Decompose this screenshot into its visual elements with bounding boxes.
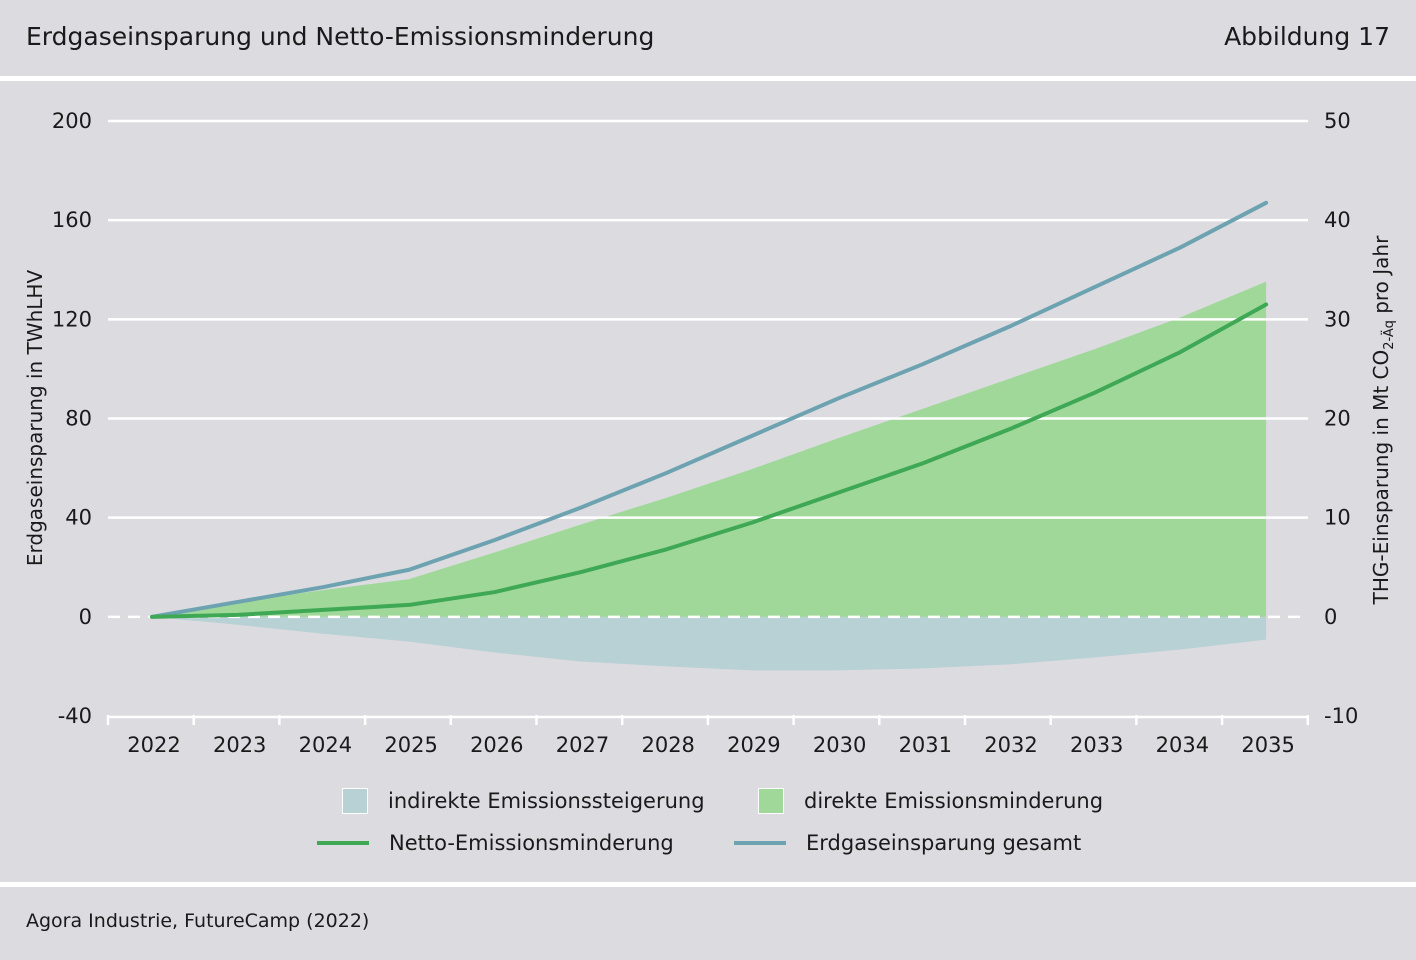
lines-layer xyxy=(150,200,1269,619)
source-note: Agora Industrie, FutureCamp (2022) xyxy=(26,910,370,932)
y-tick-label: 40 xyxy=(65,506,92,530)
legend-label-net: Netto-Emissionsminderung xyxy=(389,831,674,855)
legend-item-total: Erdgaseinsparung gesamt xyxy=(734,831,1081,855)
x-tick-label: 2029 xyxy=(727,733,780,757)
x-tick-label: 2031 xyxy=(899,733,952,757)
line-erdgaseinsparung-gesamt xyxy=(150,200,1269,619)
figure-number: Abbildung 17 xyxy=(1224,22,1390,51)
legend-label-total: Erdgaseinsparung gesamt xyxy=(806,831,1082,855)
legend: indirekte Emissionssteigerung direkte Em… xyxy=(0,784,1416,864)
y2-tick-label: 20 xyxy=(1324,407,1351,431)
y2-axis-label-rest: pro Jahr xyxy=(1369,235,1393,320)
legend-swatch-direct xyxy=(758,788,784,814)
y2-tick-label: 10 xyxy=(1324,506,1351,530)
legend-item-indirect: indirekte Emissionssteigerung xyxy=(342,788,705,814)
x-tick-label: 2023 xyxy=(213,733,266,757)
x-tick-label: 2027 xyxy=(556,733,609,757)
legend-item-net: Netto-Emissionsminderung xyxy=(317,831,674,855)
legend-item-direct: direkte Emissionsminderung xyxy=(758,788,1103,814)
x-tick-label: 2028 xyxy=(641,733,694,757)
y-tick-label: 80 xyxy=(65,407,92,431)
y2-axis-label-sub: 2-Äq xyxy=(1381,320,1397,350)
legend-label-indirect: indirekte Emissionssteigerung xyxy=(388,789,705,813)
y2-axis-label: THG-Einsparung in Mt CO2-Äq pro Jahr xyxy=(1369,235,1397,605)
x-tick-label: 2026 xyxy=(470,733,523,757)
y-tick-label: 200 xyxy=(52,109,92,133)
y2-tick-label: 50 xyxy=(1324,109,1351,133)
legend-swatch-total xyxy=(734,841,786,845)
y-tick-label: 120 xyxy=(52,307,92,331)
x-tick-label: 2024 xyxy=(299,733,352,757)
y2-tick-label: -10 xyxy=(1324,704,1358,728)
y2-tick-label: 0 xyxy=(1324,605,1337,629)
line-netto-emissionsminderung xyxy=(150,302,1269,619)
x-tick-label: 2034 xyxy=(1156,733,1209,757)
area-direkte-emissionsminderung xyxy=(152,281,1267,617)
x-tick-label: 2035 xyxy=(1241,733,1294,757)
area-indirekte-emissionssteigerung xyxy=(152,616,1267,671)
areas-layer xyxy=(152,281,1267,671)
x-tick-label: 2033 xyxy=(1070,733,1123,757)
legend-swatch-indirect xyxy=(342,788,368,814)
y2-axis-label-main: THG-Einsparung in Mt CO xyxy=(1369,350,1393,606)
footer-divider xyxy=(0,882,1416,887)
legend-label-direct: direkte Emissionsminderung xyxy=(804,789,1104,813)
x-tick-label: 2025 xyxy=(384,733,437,757)
y2-tick-label: 30 xyxy=(1324,307,1351,331)
x-tick-label: 2022 xyxy=(127,733,180,757)
y-tick-label: 0 xyxy=(79,605,92,629)
x-tick-label: 2030 xyxy=(813,733,866,757)
x-tick-label: 2032 xyxy=(984,733,1037,757)
y-tick-label: 160 xyxy=(52,208,92,232)
chart-title: Erdgaseinsparung und Netto-Emissionsmind… xyxy=(26,22,655,51)
header: Erdgaseinsparung und Netto-Emissionsmind… xyxy=(0,0,1416,76)
y-axis-label: Erdgaseinsparung in TWhLHV xyxy=(23,270,47,567)
y2-tick-label: 40 xyxy=(1324,208,1351,232)
grid-layer xyxy=(108,119,1308,619)
header-divider xyxy=(0,76,1416,81)
y-tick-label: -40 xyxy=(58,704,92,728)
legend-swatch-net xyxy=(317,841,369,845)
